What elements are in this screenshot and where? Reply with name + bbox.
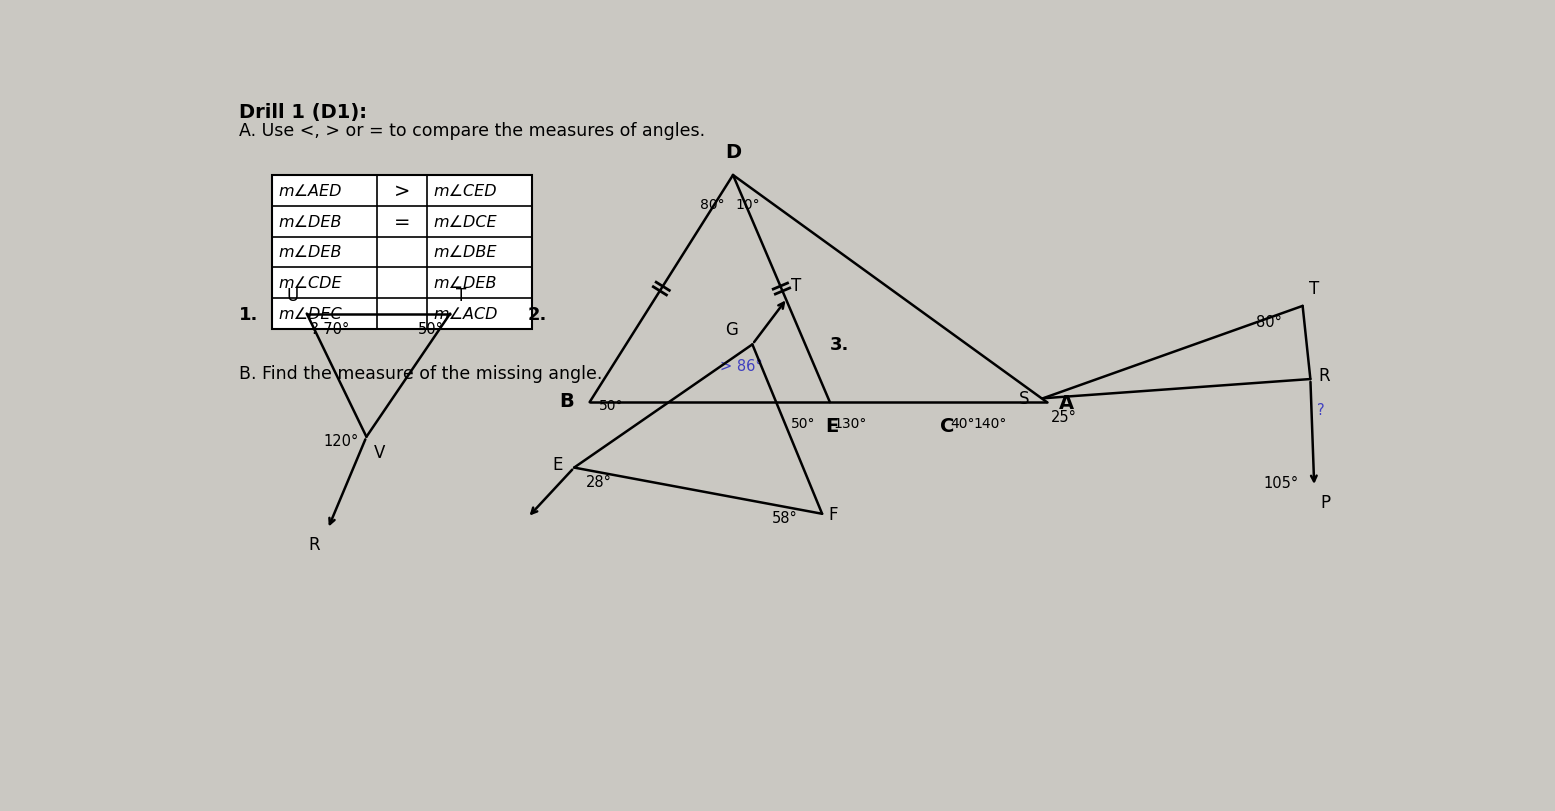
Text: Drill 1 (D1):: Drill 1 (D1): — [239, 102, 367, 122]
Text: F: F — [829, 505, 838, 523]
Text: S: S — [1019, 390, 1029, 408]
Text: 25°: 25° — [1051, 410, 1076, 424]
Text: m∠DEC: m∠DEC — [278, 307, 342, 322]
Text: m∠DBE: m∠DBE — [434, 245, 496, 260]
Text: T: T — [1309, 279, 1319, 298]
Text: P: P — [1320, 493, 1331, 512]
Text: 10°: 10° — [736, 197, 760, 212]
Text: 80°: 80° — [1256, 314, 1281, 329]
Text: 120°: 120° — [323, 433, 359, 448]
Text: 130°: 130° — [833, 417, 868, 431]
Text: m∠DEB: m∠DEB — [278, 245, 342, 260]
Text: 50°: 50° — [791, 417, 816, 431]
Text: B: B — [560, 392, 574, 410]
Text: G: G — [726, 321, 739, 339]
Text: m∠AED: m∠AED — [278, 183, 342, 199]
Text: C: C — [941, 417, 955, 436]
Text: ? 70°: ? 70° — [311, 322, 350, 337]
Text: T: T — [791, 277, 801, 295]
Text: 1.: 1. — [239, 305, 258, 323]
Text: E: E — [824, 417, 838, 436]
Text: T: T — [456, 287, 466, 305]
Text: 40°: 40° — [950, 417, 975, 431]
Text: m∠DEB: m∠DEB — [278, 214, 342, 230]
Text: 3.: 3. — [830, 336, 849, 354]
Text: m∠DCE: m∠DCE — [434, 214, 496, 230]
Text: 105°: 105° — [1264, 476, 1298, 491]
Text: 58°: 58° — [771, 510, 798, 526]
Text: 50°: 50° — [599, 399, 624, 413]
Text: E: E — [552, 455, 563, 473]
Text: B. Find the measure of the missing angle.: B. Find the measure of the missing angle… — [239, 364, 603, 383]
Text: R: R — [308, 536, 320, 554]
Text: m∠CED: m∠CED — [434, 183, 496, 199]
Text: m∠DEB: m∠DEB — [434, 276, 496, 291]
Text: A: A — [1059, 393, 1073, 412]
Text: A. Use <, > or = to compare the measures of angles.: A. Use <, > or = to compare the measures… — [239, 122, 706, 140]
Text: 28°: 28° — [586, 474, 611, 489]
Text: U: U — [286, 287, 299, 305]
Text: 140°: 140° — [973, 417, 1006, 431]
Text: ?: ? — [1317, 402, 1325, 418]
Text: V: V — [375, 444, 386, 461]
Text: R: R — [1319, 367, 1330, 384]
Text: 80°: 80° — [700, 197, 725, 212]
Bar — [272, 176, 532, 329]
Text: >: > — [393, 182, 411, 200]
Text: 2.: 2. — [527, 305, 547, 323]
Text: m∠CDE: m∠CDE — [278, 276, 342, 291]
Text: D: D — [725, 143, 742, 162]
Text: =: = — [393, 212, 411, 231]
Text: m∠ACD: m∠ACD — [434, 307, 498, 322]
Text: 50°: 50° — [418, 322, 443, 337]
Text: > 86°: > 86° — [720, 358, 762, 374]
